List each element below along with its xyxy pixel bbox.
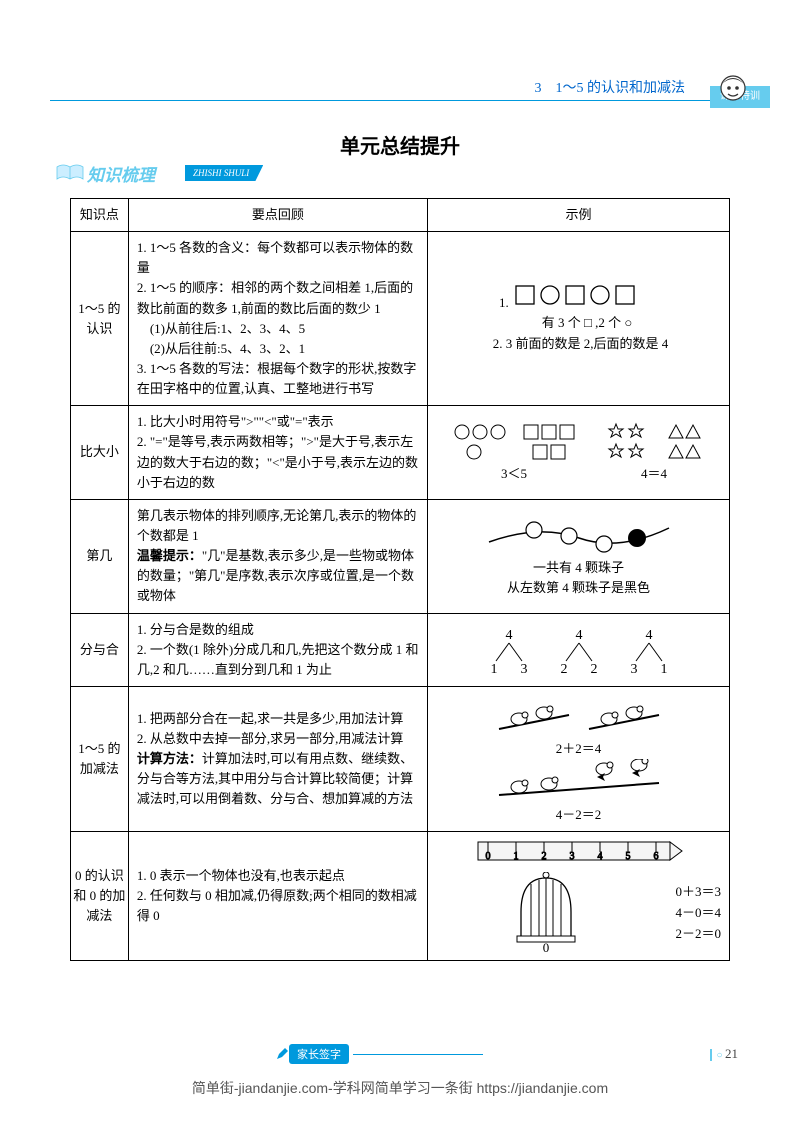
cell-review: 1. 1～5 各数的含义：每个数都可以表示物体的数量 2. 1～5 的顺序：相邻… bbox=[128, 232, 427, 406]
cell-topic: 0 的认识和 0 的加减法 bbox=[71, 832, 129, 961]
svg-text:3: 3 bbox=[520, 662, 527, 675]
header-rule bbox=[50, 100, 765, 101]
svg-text:4: 4 bbox=[645, 628, 652, 643]
review-text: 1. 1～5 各数的含义：每个数都可以表示物体的数量 2. 1～5 的顺序：相邻… bbox=[137, 240, 417, 396]
cell-example: 4 1 3 4 2 2 4 3 1 bbox=[428, 613, 730, 686]
parent-sign: 家长签字 bbox=[275, 1044, 483, 1064]
svg-text:4: 4 bbox=[597, 851, 602, 862]
decomposition-icon: 4 1 3 4 2 2 4 3 1 bbox=[474, 625, 684, 675]
ruler-icon: 0 1 2 3 4 5 6 bbox=[474, 838, 684, 868]
svg-text:1: 1 bbox=[490, 662, 497, 675]
bold-hint: 温馨提示： bbox=[137, 548, 202, 563]
cell-review: 1. 把两部分合在一起,求一共是多少,用加法计算2. 从总数中去掉一部分,求另一… bbox=[128, 686, 427, 831]
ex-line2: 4－2＝2 bbox=[436, 805, 721, 825]
ex-prefix: 1. bbox=[499, 295, 509, 310]
review-text: 1. 把两部分合在一起,求一共是多少,用加法计算2. 从总数中去掉一部分,求另一… bbox=[137, 711, 413, 807]
svg-text:1: 1 bbox=[513, 851, 518, 862]
cell-topic: 分与合 bbox=[71, 613, 129, 686]
svg-text:2: 2 bbox=[541, 851, 546, 862]
cell-example: 2＋2＝4 4－2＝2 bbox=[428, 686, 730, 831]
svg-text:3: 3 bbox=[630, 662, 637, 675]
page-number: ○ 21 bbox=[710, 1046, 738, 1062]
pencil-icon bbox=[275, 1047, 289, 1061]
review-text: 1. 比大小时用符号">""<"或"="表示 2. "="是等号,表示两数相等；… bbox=[137, 414, 418, 489]
ex-eq1: 0＋3＝3 bbox=[675, 882, 721, 903]
table-row: 1～5 的加减法 1. 把两部分合在一起,求一共是多少,用加法计算2. 从总数中… bbox=[71, 686, 730, 831]
review-text: 1. 0 表示一个物体也没有,也表示起点 2. 任何数与 0 相加减,仍得原数;… bbox=[137, 868, 417, 923]
beads-icon bbox=[479, 514, 679, 558]
review-text: 1. 分与合是数的组成 2. 一个数(1 除外)分成几和几,先把这个数分成 1 … bbox=[137, 622, 419, 677]
ex-line1: 2＋2＝4 bbox=[436, 739, 721, 759]
th-topic: 知识点 bbox=[71, 199, 129, 232]
banner-pinyin: ZHISHI SHULI bbox=[185, 165, 263, 181]
cell-topic: 1～5 的认识 bbox=[71, 232, 129, 406]
book-icon bbox=[55, 163, 85, 183]
ex-line2: 有 3 个 □ ,2 个 ○ bbox=[440, 313, 721, 334]
svg-text:3: 3 bbox=[569, 851, 574, 862]
svg-text:2: 2 bbox=[560, 662, 567, 675]
birdcage-icon: 0 bbox=[511, 872, 581, 954]
cell-topic: 第几 bbox=[71, 499, 129, 613]
th-review: 要点回顾 bbox=[128, 199, 427, 232]
svg-text:4: 4 bbox=[505, 628, 512, 643]
ex-eq3: 2－2＝0 bbox=[675, 924, 721, 945]
svg-text:6: 6 bbox=[653, 851, 658, 862]
birds-add-icon bbox=[489, 693, 669, 739]
page-num: 21 bbox=[725, 1046, 738, 1061]
sign-label: 家长签字 bbox=[289, 1044, 349, 1064]
svg-text:5: 5 bbox=[625, 851, 630, 862]
svg-text:4＝4: 4＝4 bbox=[641, 466, 668, 481]
cell-example: 3＜5 4＝4 bbox=[428, 406, 730, 500]
ex-line3: 2. 3 前面的数是 2,后面的数是 4 bbox=[440, 334, 721, 355]
ex-line1: 一共有 4 颗珠子 bbox=[436, 558, 721, 578]
cell-review: 1. 分与合是数的组成 2. 一个数(1 除外)分成几和几,先把这个数分成 1 … bbox=[128, 613, 427, 686]
page-title: 单元总结提升 bbox=[0, 130, 800, 159]
table-row: 比大小 1. 比大小时用符号">""<"或"="表示 2. "="是等号,表示两… bbox=[71, 406, 730, 500]
svg-text:1: 1 bbox=[660, 662, 667, 675]
section-banner: 知识梳理 ZHISHI SHULI bbox=[55, 160, 263, 186]
svg-text:2: 2 bbox=[590, 662, 597, 675]
svg-text:4: 4 bbox=[575, 628, 582, 643]
cell-review: 第几表示物体的排列顺序,无论第几,表示的物体的个数都是 1温馨提示："几"是基数… bbox=[128, 499, 427, 613]
cell-example: 1. 有 3 个 □ ,2 个 ○ 2. 3 前面的数是 2,后面的数是 4 bbox=[428, 232, 730, 406]
svg-text:0: 0 bbox=[543, 940, 550, 954]
chapter-title: 3 1～5 的认识和加减法 bbox=[535, 77, 686, 97]
table-row: 0 的认识和 0 的加减法 1. 0 表示一个物体也没有,也表示起点 2. 任何… bbox=[71, 832, 730, 961]
sign-line bbox=[353, 1054, 483, 1055]
watermark: 简单街-jiandanjie.com-学科网简单学习一条街 https://ji… bbox=[0, 1078, 800, 1098]
compare-shapes-icon: 3＜5 4＝4 bbox=[444, 418, 714, 488]
cell-review: 1. 0 表示一个物体也没有,也表示起点 2. 任何数与 0 相加减,仍得原数;… bbox=[128, 832, 427, 961]
ex-line2: 从左数第 4 颗珠子是黑色 bbox=[436, 578, 721, 598]
cell-topic: 1～5 的加减法 bbox=[71, 686, 129, 831]
footer: 家长签字 ○ 21 bbox=[0, 1044, 800, 1068]
svg-text:0: 0 bbox=[485, 851, 490, 862]
cartoon-face-icon bbox=[716, 72, 750, 106]
table-header-row: 知识点 要点回顾 示例 bbox=[71, 199, 730, 232]
bold-hint: 计算方法： bbox=[137, 751, 202, 766]
ex-eq2: 4－0＝4 bbox=[675, 903, 721, 924]
shapes-icon bbox=[512, 283, 662, 307]
table-row: 1～5 的认识 1. 1～5 各数的含义：每个数都可以表示物体的数量 2. 1～… bbox=[71, 232, 730, 406]
svg-text:3＜5: 3＜5 bbox=[501, 466, 527, 481]
cell-example: 一共有 4 颗珠子 从左数第 4 颗珠子是黑色 bbox=[428, 499, 730, 613]
th-example: 示例 bbox=[428, 199, 730, 232]
cell-example: 0 1 2 3 4 5 6 0 bbox=[428, 832, 730, 961]
table-row: 第几 第几表示物体的排列顺序,无论第几,表示的物体的个数都是 1温馨提示："几"… bbox=[71, 499, 730, 613]
banner-text: 知识梳理 bbox=[87, 161, 155, 186]
header: 3 1～5 的认识和加减法 课时特训 bbox=[50, 92, 765, 112]
review-text: 第几表示物体的排列顺序,无论第几,表示的物体的个数都是 1温馨提示："几"是基数… bbox=[137, 508, 417, 604]
cell-review: 1. 比大小时用符号">""<"或"="表示 2. "="是等号,表示两数相等；… bbox=[128, 406, 427, 500]
table-row: 分与合 1. 分与合是数的组成 2. 一个数(1 除外)分成几和几,先把这个数分… bbox=[71, 613, 730, 686]
summary-table: 知识点 要点回顾 示例 1～5 的认识 1. 1～5 各数的含义：每个数都可以表… bbox=[70, 198, 730, 961]
birds-sub-icon bbox=[489, 759, 669, 805]
cell-topic: 比大小 bbox=[71, 406, 129, 500]
